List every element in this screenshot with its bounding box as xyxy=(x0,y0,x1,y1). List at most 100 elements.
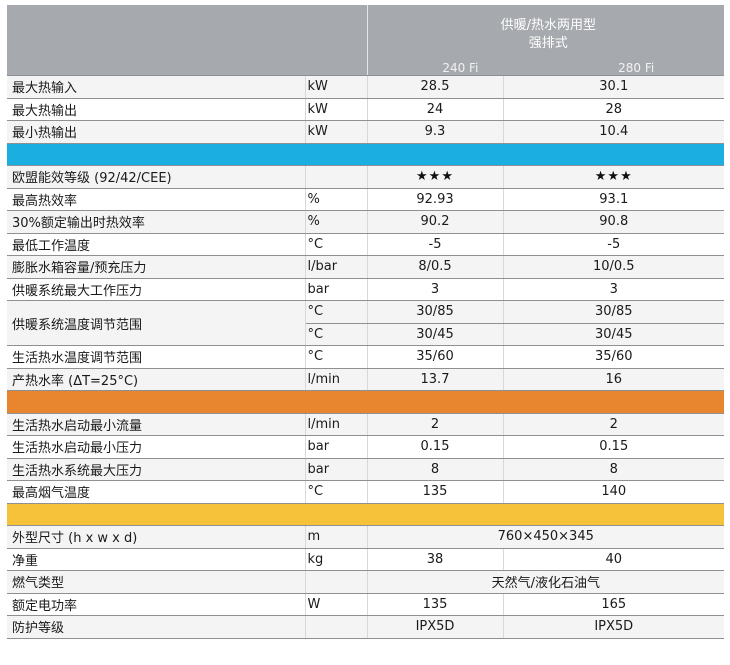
row-value-240fi: 35/60 xyxy=(367,345,504,369)
band-blue xyxy=(7,143,725,166)
table-row: 净重 kg 38 40 xyxy=(7,548,725,571)
row-name: 供暖系统最大工作压力 xyxy=(7,278,306,301)
row-value-280fi: -5 xyxy=(503,233,725,256)
row-value-280fi: 28 xyxy=(503,98,725,121)
row-name: 最高烟气温度 xyxy=(7,480,306,504)
row-name: 生活热水温度调节范围 xyxy=(7,345,306,369)
row-value-240fi: 24 xyxy=(367,98,504,121)
row-value-280fi: 0.15 xyxy=(503,435,725,459)
row-name: 生活热水启动最小流量 xyxy=(7,413,306,436)
table-row: 燃气类型 天然气/液化石油气 xyxy=(7,570,725,594)
band-yellow xyxy=(7,503,725,526)
row-name: 最小热输出 xyxy=(7,120,306,144)
row-unit xyxy=(305,570,368,594)
row-unit: kW xyxy=(305,120,368,144)
table-row: 额定电功率 W 135 165 xyxy=(7,593,725,616)
row-value-240fi: 13.7 xyxy=(367,368,504,391)
table-row: 生活热水温度调节范围 °C 35/60 35/60 xyxy=(7,345,725,369)
row-value-280fi: 90.8 xyxy=(503,210,725,234)
header-subtitle: 强排式 xyxy=(528,36,568,51)
row-name: 最高热效率 xyxy=(7,188,306,211)
row-value-240fi: 2 xyxy=(367,413,504,436)
row-value-280fi: 2 xyxy=(503,413,725,436)
row-unit: °C xyxy=(305,233,368,256)
row-value-280fi: 30/85 xyxy=(503,300,725,324)
row-name: 最大热输入 xyxy=(7,75,306,99)
row-unit: % xyxy=(305,210,368,234)
row-unit: °C xyxy=(305,300,368,324)
row-name: 生活热水系统最大压力 xyxy=(7,458,306,481)
header-title: 供暖/热水两用型 xyxy=(500,18,596,33)
table-row: 欧盟能效等级 (92/42/CEE) ★★★ ★★★ xyxy=(7,165,725,189)
row-unit: l/bar xyxy=(305,255,368,279)
section-band-blue xyxy=(7,143,725,166)
section-band-orange xyxy=(7,390,725,414)
row-value-240fi: 90.2 xyxy=(367,210,504,234)
row-value-240fi: 8/0.5 xyxy=(367,255,504,279)
table-row: 防护等级 IPX5D IPX5D xyxy=(7,615,725,639)
table-row: 30%额定输出时热效率 % 90.2 90.8 xyxy=(7,210,725,234)
table-row: 生活热水启动最小流量 l/min 2 2 xyxy=(7,413,725,436)
table-row: 外型尺寸 (h x w x d) m 760×450×345 xyxy=(7,525,725,549)
model-name-2: 280 Fi xyxy=(618,61,655,75)
table-row: 生活热水系统最大压力 bar 8 8 xyxy=(7,458,725,481)
row-value-280fi: 10/0.5 xyxy=(503,255,725,279)
row-unit: W xyxy=(305,593,368,616)
table-row: 生活热水启动最小压力 bar 0.15 0.15 xyxy=(7,435,725,459)
table-row: 最小热输出 kW 9.3 10.4 xyxy=(7,120,725,144)
row-value-240fi: 30/45 xyxy=(367,323,504,346)
row-value-240fi: 9.3 xyxy=(367,120,504,144)
row-value-240fi: IPX5D xyxy=(367,615,504,639)
table-row: 产热水率 (ΔT=25°C) l/min 13.7 16 xyxy=(7,368,725,391)
row-value-240fi: 135 xyxy=(367,480,504,504)
table-row: 供暖系统最大工作压力 bar 3 3 xyxy=(7,278,725,301)
table-row: 最低工作温度 °C -5 -5 xyxy=(7,233,725,256)
row-name: 供暖系统温度调节范围 xyxy=(7,300,306,346)
row-name: 膨胀水箱容量/预充压力 xyxy=(7,255,306,279)
header-model-cell: 供暖/热水两用型 强排式 240 Fi 280 Fi xyxy=(367,5,725,76)
table-row: 最高热效率 % 92.93 93.1 xyxy=(7,188,725,211)
row-value-240fi: ★★★ xyxy=(367,165,504,189)
row-name: 最大热输出 xyxy=(7,98,306,121)
header-blank-cell xyxy=(7,5,368,76)
row-unit: bar xyxy=(305,458,368,481)
row-unit: m xyxy=(305,525,368,549)
row-value-280fi: 40 xyxy=(503,548,725,571)
row-value-280fi: 93.1 xyxy=(503,188,725,211)
row-unit: kW xyxy=(305,75,368,99)
row-value-280fi: 16 xyxy=(503,368,725,391)
row-unit: % xyxy=(305,188,368,211)
table-row: 膨胀水箱容量/预充压力 l/bar 8/0.5 10/0.5 xyxy=(7,255,725,279)
row-value-240fi: 135 xyxy=(367,593,504,616)
row-value-240fi: 3 xyxy=(367,278,504,301)
model-name-1: 240 Fi xyxy=(442,61,479,75)
model-names: 240 Fi 280 Fi xyxy=(373,61,725,75)
row-value-280fi: IPX5D xyxy=(503,615,725,639)
table-row: 最高烟气温度 °C 135 140 xyxy=(7,480,725,504)
star-rating-icon: ★★★ xyxy=(416,169,454,185)
row-unit: kW xyxy=(305,98,368,121)
row-name: 最低工作温度 xyxy=(7,233,306,256)
header-row: 供暖/热水两用型 强排式 240 Fi 280 Fi xyxy=(7,5,725,76)
table-row: °C 30/45 30/45 xyxy=(7,323,725,346)
row-value-280fi: 35/60 xyxy=(503,345,725,369)
row-unit: l/min xyxy=(305,413,368,436)
row-name: 防护等级 xyxy=(7,615,306,639)
row-value-240fi: 92.93 xyxy=(367,188,504,211)
row-name: 生活热水启动最小压力 xyxy=(7,435,306,459)
row-name: 燃气类型 xyxy=(7,570,306,594)
row-value-280fi: 3 xyxy=(503,278,725,301)
table-row: 最大热输出 kW 24 28 xyxy=(7,98,725,121)
band-orange xyxy=(7,390,725,414)
row-name: 欧盟能效等级 (92/42/CEE) xyxy=(7,165,306,189)
row-unit: bar xyxy=(305,435,368,459)
row-value-280fi: 30/45 xyxy=(503,323,725,346)
row-value-merged: 天然气/液化石油气 xyxy=(367,570,725,594)
star-rating-icon: ★★★ xyxy=(594,169,633,185)
row-name: 净重 xyxy=(7,548,306,571)
section-band-yellow xyxy=(7,503,725,526)
row-name: 产热水率 (ΔT=25°C) xyxy=(7,368,306,391)
row-name: 30%额定输出时热效率 xyxy=(7,210,306,234)
spec-table: 供暖/热水两用型 强排式 240 Fi 280 Fi 最大热输入 kW 28.5… xyxy=(7,5,725,639)
row-value-280fi: 140 xyxy=(503,480,725,504)
